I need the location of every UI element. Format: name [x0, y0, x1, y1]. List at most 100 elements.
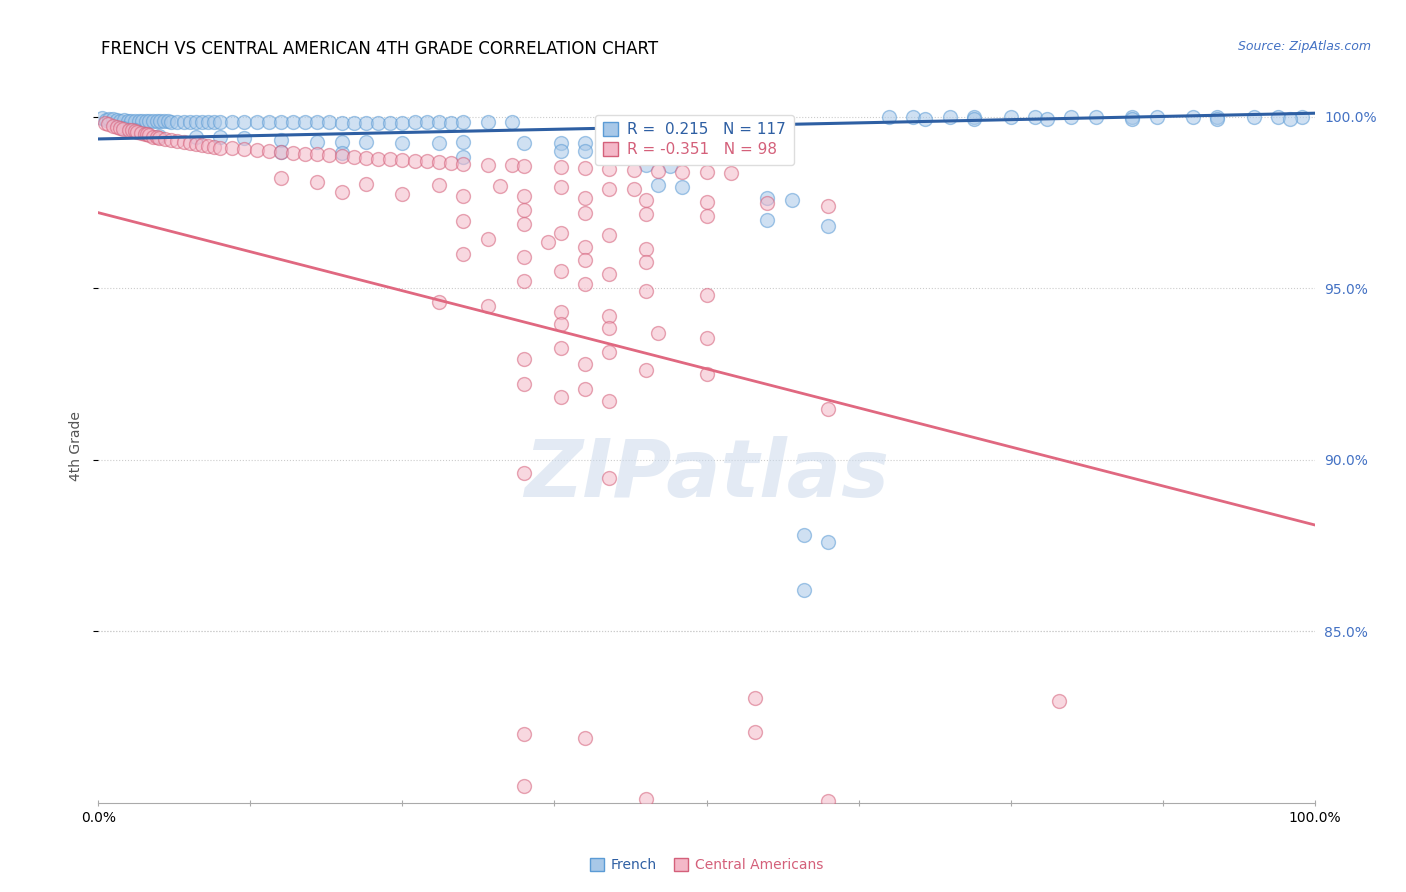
Point	[501, 115, 523, 129]
Point	[1267, 111, 1289, 125]
Point	[111, 120, 134, 135]
Point	[550, 226, 572, 240]
Point	[1036, 112, 1059, 127]
Point	[550, 317, 572, 331]
Point	[380, 116, 402, 130]
Point	[1182, 111, 1205, 125]
Point	[513, 351, 536, 366]
Point	[756, 196, 779, 211]
Point	[91, 112, 114, 126]
Point	[281, 145, 304, 160]
Point	[416, 115, 439, 129]
Point	[330, 116, 353, 130]
Point	[634, 255, 657, 269]
Point	[343, 116, 366, 130]
Point	[550, 390, 572, 404]
Point	[153, 113, 176, 128]
Point	[93, 116, 115, 130]
Point	[197, 115, 219, 129]
Point	[354, 136, 377, 150]
Point	[307, 135, 329, 149]
Point	[307, 115, 329, 129]
Point	[233, 131, 256, 145]
Point	[574, 277, 596, 291]
Point	[330, 149, 353, 163]
Point	[453, 135, 475, 149]
Point	[477, 299, 499, 313]
Point	[550, 161, 572, 175]
Point	[453, 214, 475, 228]
Point	[963, 111, 986, 125]
Point	[124, 114, 146, 128]
Point	[696, 367, 718, 381]
Point	[124, 124, 146, 138]
Point	[598, 310, 620, 324]
Point	[634, 242, 657, 256]
Point	[1121, 111, 1143, 125]
Point	[307, 147, 329, 161]
Point	[877, 111, 900, 125]
Point	[281, 115, 304, 129]
Point	[179, 115, 201, 129]
Point	[146, 114, 169, 128]
Point	[391, 153, 413, 167]
Point	[101, 112, 124, 127]
Point	[233, 115, 256, 129]
Point	[202, 140, 225, 154]
Point	[142, 114, 165, 128]
Point	[124, 123, 146, 137]
Point	[131, 114, 153, 128]
Point	[513, 727, 536, 741]
Point	[179, 136, 201, 151]
Point	[550, 144, 572, 158]
Point	[574, 205, 596, 219]
Point	[513, 136, 536, 150]
Point	[574, 357, 596, 371]
Point	[634, 207, 657, 221]
Point	[184, 137, 207, 152]
Point	[209, 115, 232, 129]
Point	[513, 467, 536, 481]
Point	[453, 115, 475, 129]
Point	[744, 725, 766, 739]
Point	[128, 113, 150, 128]
Point	[354, 177, 377, 191]
Point	[221, 141, 243, 155]
Point	[209, 129, 232, 144]
Y-axis label: 4th Grade: 4th Grade	[69, 411, 83, 481]
Point	[634, 158, 657, 172]
Point	[513, 202, 536, 217]
Point	[574, 731, 596, 746]
Point	[1047, 693, 1070, 707]
Point	[513, 779, 536, 793]
Point	[146, 130, 169, 145]
Point	[117, 113, 139, 128]
Point	[221, 115, 243, 129]
Point	[696, 194, 718, 209]
Point	[129, 126, 152, 140]
Point	[440, 156, 463, 170]
Point	[270, 145, 292, 159]
Point	[138, 113, 160, 128]
Point	[647, 178, 669, 193]
Point	[391, 116, 413, 130]
Point	[574, 144, 596, 158]
Point	[634, 363, 657, 377]
Point	[793, 528, 815, 542]
Point	[634, 284, 657, 298]
Point	[330, 185, 353, 199]
Point	[817, 199, 839, 213]
Point	[1279, 112, 1302, 127]
Point	[939, 111, 962, 125]
Point	[166, 134, 188, 148]
Point	[780, 193, 803, 207]
Point	[488, 178, 510, 193]
Text: Source: ZipAtlas.com: Source: ZipAtlas.com	[1237, 40, 1371, 54]
Point	[817, 401, 839, 416]
Point	[453, 188, 475, 202]
Point	[354, 151, 377, 165]
Point	[270, 133, 292, 147]
Point	[191, 137, 214, 152]
Point	[427, 294, 450, 309]
Point	[671, 164, 693, 178]
